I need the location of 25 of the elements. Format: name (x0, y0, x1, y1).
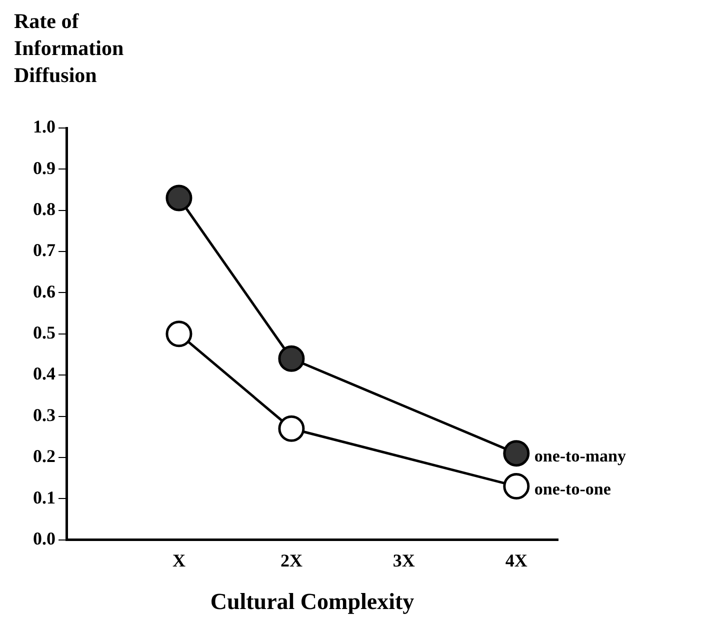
y-tick-label: 0.1 (33, 487, 56, 508)
series-label: one-to-one (534, 480, 612, 499)
y-tick-label: 0.0 (33, 528, 56, 548)
point (278, 415, 305, 442)
x-tick-label: 3X (392, 550, 415, 570)
x-tick-label: X (172, 550, 186, 570)
y-tick-label: 0.8 (33, 199, 56, 220)
point (166, 184, 192, 212)
y-tick-label: 0.2 (33, 446, 56, 466)
x-tick-label: 4X (505, 550, 528, 570)
y-tick-label: 0.5 (33, 322, 56, 343)
series-label: one-to-many (534, 446, 626, 466)
y-tick-label: 0.6 (33, 281, 56, 302)
y-axis-title: Rate of Information Diffusion (14, 8, 125, 89)
point (503, 473, 530, 500)
y-tick-label: 0.3 (33, 404, 56, 425)
y-tick-label: 1.0 (33, 116, 56, 137)
point (503, 440, 530, 467)
point (278, 345, 305, 372)
x-axis-title: Cultural Complexity (210, 589, 415, 614)
y-tick-label: 0.9 (33, 158, 56, 178)
point (166, 320, 192, 348)
y-tick-label: 0.7 (33, 240, 56, 260)
x-tick-label: 2X (280, 550, 302, 570)
y-tick-label: 0.4 (33, 364, 56, 384)
